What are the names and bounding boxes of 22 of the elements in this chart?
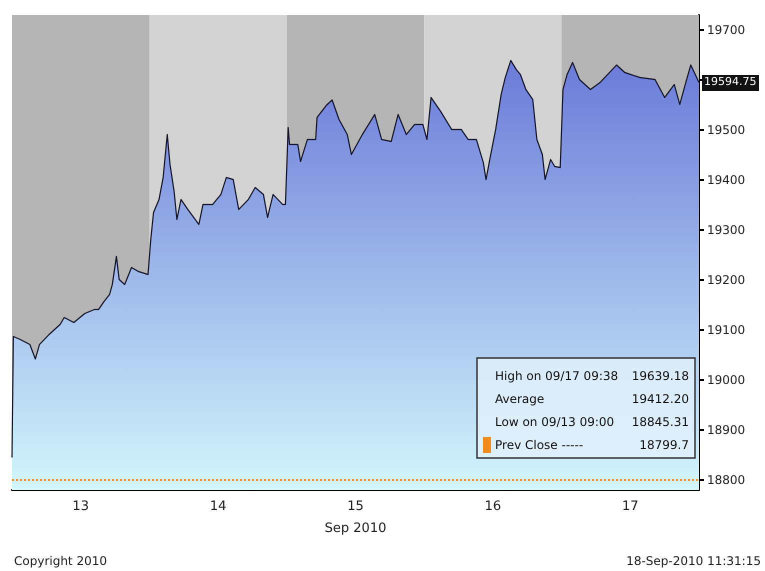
text: Copyright 2010 <box>14 554 107 568</box>
x-axis-title: Sep 2010 <box>324 521 386 536</box>
y-tick-label: 19300 <box>707 223 746 237</box>
y-tick-label: 19200 <box>707 273 746 287</box>
y-tick-label: 19500 <box>707 123 746 137</box>
y-tick-label: 19100 <box>707 323 746 337</box>
y-tick-label: 19700 <box>707 23 746 37</box>
y-tick-label: 19000 <box>707 373 746 387</box>
text: Average 19412.20 <box>495 392 689 406</box>
x-tick-label: 14 <box>210 499 226 514</box>
y-tick-label: 18800 <box>707 473 746 487</box>
y-tick-label: 19400 <box>707 173 746 187</box>
x-tick-label: 15 <box>347 499 364 514</box>
x-tick-label: 13 <box>72 499 89 514</box>
y-tick-label: 18900 <box>707 423 746 437</box>
x-tick-label: 16 <box>484 499 502 514</box>
text: Low on 09/13 09:00 18845.31 <box>495 415 689 429</box>
text: Prev Close ----- 18799.7 <box>495 438 689 452</box>
annotation: High on 09/17 09:38 19639.18 <box>495 369 689 383</box>
annotation: 19594.75 <box>702 74 758 91</box>
x-tick-label: 17 <box>622 499 639 514</box>
text: 18-Sep-2010 11:31:15 <box>626 554 761 568</box>
